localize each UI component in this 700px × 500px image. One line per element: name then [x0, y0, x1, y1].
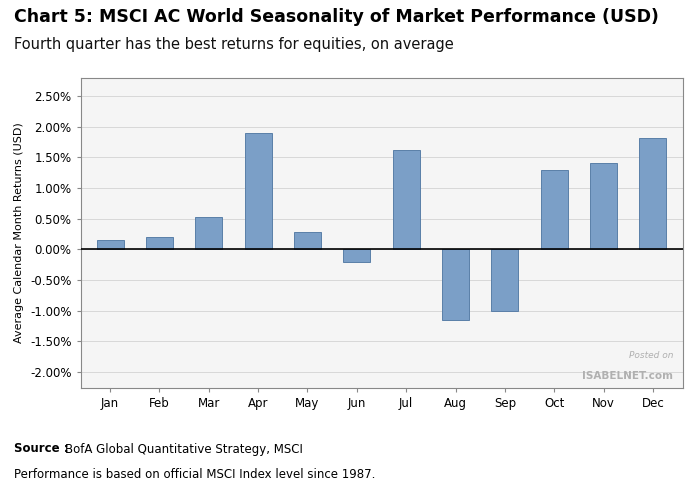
- Bar: [195, 217, 223, 250]
- Text: BofA Global Quantitative Strategy, MSCI: BofA Global Quantitative Strategy, MSCI: [65, 442, 303, 456]
- Bar: [540, 170, 568, 250]
- Bar: [244, 132, 272, 250]
- Bar: [97, 240, 124, 250]
- Text: Chart 5: MSCI AC World Seasonality of Market Performance (USD): Chart 5: MSCI AC World Seasonality of Ma…: [14, 8, 659, 26]
- Text: Performance is based on official MSCI Index level since 1987.: Performance is based on official MSCI In…: [14, 468, 375, 480]
- Bar: [442, 250, 469, 320]
- Bar: [491, 250, 519, 311]
- Bar: [294, 232, 321, 250]
- Text: Fourth quarter has the best returns for equities, on average: Fourth quarter has the best returns for …: [14, 38, 454, 52]
- Bar: [639, 138, 666, 250]
- Bar: [146, 237, 173, 250]
- Text: Posted on: Posted on: [629, 350, 673, 360]
- Text: Source :: Source :: [14, 442, 69, 456]
- Bar: [343, 250, 370, 262]
- Bar: [590, 164, 617, 250]
- Bar: [393, 150, 420, 250]
- Text: ISABELNET.com: ISABELNET.com: [582, 372, 673, 382]
- Y-axis label: Average Calendar Month Returns (USD): Average Calendar Month Returns (USD): [15, 122, 24, 343]
